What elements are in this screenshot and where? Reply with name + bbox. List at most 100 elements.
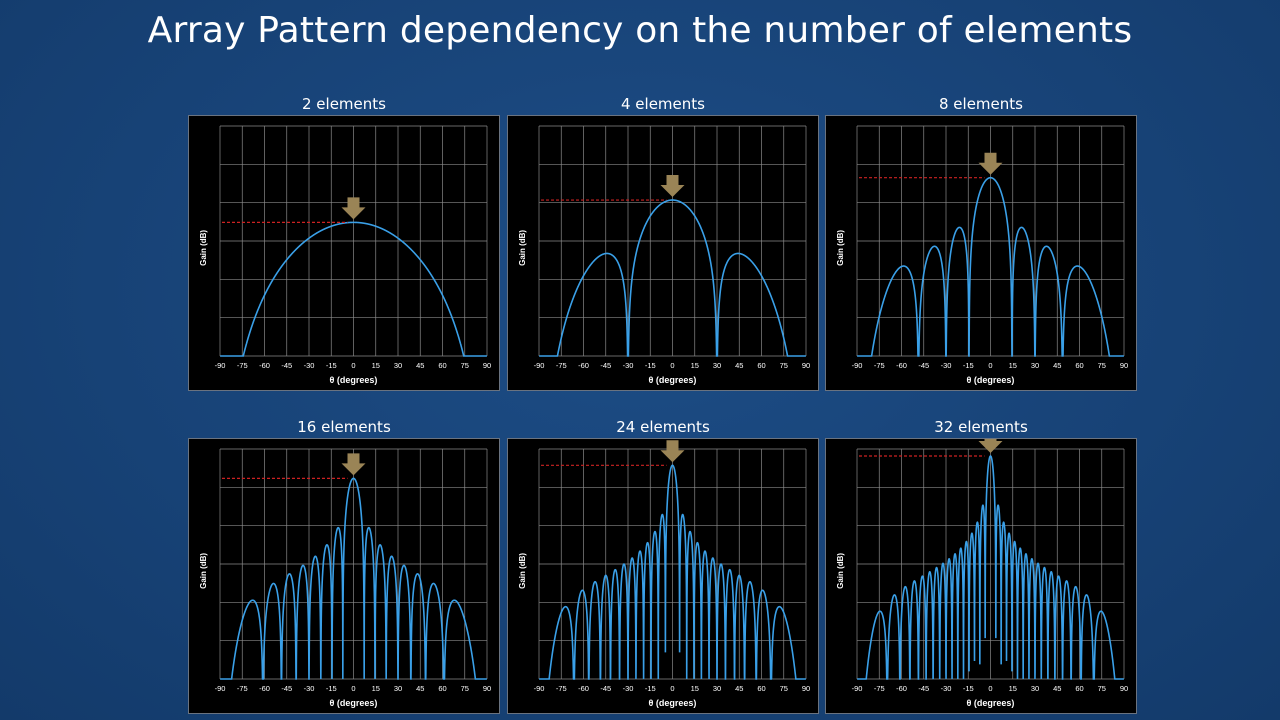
chart-plot-box: -90 -75 -60 -45 -30 -15 0 15 30 45 60 75 90 θ (degree… — [825, 115, 1137, 391]
x-tick-label: -45 — [281, 684, 292, 693]
x-tick-label: -30 — [623, 684, 634, 693]
x-tick-label: 45 — [735, 361, 743, 370]
chart-title: 4 elements — [621, 95, 705, 113]
x-tick-label: 0 — [351, 684, 355, 693]
x-tick-label: 90 — [802, 361, 810, 370]
chart-plot-box: -90 -75 -60 -45 -30 -15 0 15 30 45 60 75 90 θ (degree… — [825, 438, 1137, 714]
x-tick-label: 75 — [461, 361, 469, 370]
x-tick-label: 60 — [757, 684, 765, 693]
x-tick-label: 15 — [1009, 361, 1017, 370]
peak-arrow-icon — [341, 453, 366, 476]
x-tick-label: -60 — [896, 684, 907, 693]
x-tick-label: 45 — [416, 684, 424, 693]
x-tick-label: -45 — [918, 684, 929, 693]
chart-title: 8 elements — [939, 95, 1023, 113]
x-tick-label: 15 — [372, 361, 380, 370]
x-tick-label: 90 — [802, 684, 810, 693]
array-pattern-chart: -90 -75 -60 -45 -30 -15 0 15 30 45 60 75 90 θ (degree… — [199, 448, 491, 708]
x-tick-label: 60 — [438, 684, 446, 693]
array-pattern-chart: -90 -75 -60 -45 -30 -15 0 15 30 45 60 75 90 θ (degree… — [518, 440, 810, 708]
x-axis-label: θ (degrees) — [330, 375, 378, 385]
chart-plot-box: -90 -75 -60 -45 -30 -15 0 15 30 45 60 75 90 θ (degree… — [188, 438, 500, 714]
array-pattern-chart: -90 -75 -60 -45 -30 -15 0 15 30 45 60 75 90 θ (degree… — [518, 125, 810, 385]
array-pattern-curve — [220, 221, 487, 357]
x-tick-label: 45 — [1053, 684, 1061, 693]
peak-arrow-icon — [978, 439, 1003, 454]
x-tick-label: -30 — [941, 361, 952, 370]
peak-arrow-icon — [660, 175, 685, 198]
x-tick-label: -30 — [304, 684, 315, 693]
y-axis-label: Gain (dB) — [836, 230, 845, 266]
y-axis-label: Gain (dB) — [518, 553, 527, 589]
x-tick-label: -60 — [259, 684, 270, 693]
chart-plot-box: -90 -75 -60 -45 -30 -15 0 15 30 45 60 75 90 θ (degree… — [507, 438, 819, 714]
x-tick-label: -75 — [874, 361, 885, 370]
peak-arrow-icon — [341, 197, 366, 220]
chart-title: 24 elements — [616, 418, 710, 436]
array-pattern-curve — [539, 199, 806, 357]
y-axis-label: Gain (dB) — [199, 230, 208, 266]
x-tick-label: -60 — [578, 684, 589, 693]
x-tick-label: -90 — [215, 361, 226, 370]
x-tick-label: -45 — [600, 361, 611, 370]
x-tick-label: -60 — [578, 361, 589, 370]
array-pattern-chart: -90 -75 -60 -45 -30 -15 0 15 30 45 60 75 90 θ (degree… — [836, 125, 1128, 385]
chart-title: 32 elements — [934, 418, 1028, 436]
x-tick-label: -75 — [237, 684, 248, 693]
array-pattern-chart: -90 -75 -60 -45 -30 -15 0 15 30 45 60 75 90 θ (degree… — [199, 125, 491, 385]
x-tick-label: 30 — [1031, 684, 1039, 693]
x-tick-label: 30 — [713, 361, 721, 370]
slide-title: Array Pattern dependency on the number o… — [147, 10, 1133, 51]
x-tick-label: 90 — [483, 361, 491, 370]
array-pattern-curve — [857, 176, 1124, 357]
x-tick-label: -45 — [281, 361, 292, 370]
x-tick-label: -90 — [534, 684, 545, 693]
x-tick-label: -75 — [556, 361, 567, 370]
x-tick-label: 60 — [1075, 361, 1083, 370]
x-tick-label: -15 — [645, 684, 656, 693]
x-tick-label: 15 — [691, 684, 699, 693]
x-tick-label: -15 — [326, 684, 337, 693]
x-tick-label: 60 — [757, 361, 765, 370]
x-tick-label: 0 — [988, 684, 992, 693]
x-tick-label: 0 — [670, 361, 674, 370]
x-tick-label: 45 — [735, 684, 743, 693]
x-tick-label: -90 — [852, 684, 863, 693]
x-tick-label: -90 — [215, 684, 226, 693]
x-tick-label: 0 — [988, 361, 992, 370]
x-tick-label: 15 — [691, 361, 699, 370]
x-tick-label: -60 — [896, 361, 907, 370]
array-pattern-curve — [539, 464, 806, 680]
array-pattern-curve — [220, 477, 487, 680]
x-tick-label: 75 — [1098, 684, 1106, 693]
y-axis-label: Gain (dB) — [836, 553, 845, 589]
x-tick-label: 0 — [351, 361, 355, 370]
y-axis-label: Gain (dB) — [199, 553, 208, 589]
x-tick-label: -15 — [963, 361, 974, 370]
x-tick-label: -75 — [237, 361, 248, 370]
chart-plot-box: -90 -75 -60 -45 -30 -15 0 15 30 45 60 75 90 θ (degree… — [188, 115, 500, 391]
x-tick-label: -15 — [645, 361, 656, 370]
x-tick-label: -75 — [874, 684, 885, 693]
x-tick-label: -15 — [963, 684, 974, 693]
x-axis-label: θ (degrees) — [967, 375, 1015, 385]
x-tick-label: 60 — [438, 361, 446, 370]
x-tick-label: -60 — [259, 361, 270, 370]
x-tick-label: 75 — [780, 361, 788, 370]
x-axis-label: θ (degrees) — [967, 698, 1015, 708]
x-tick-label: 15 — [1009, 684, 1017, 693]
x-axis-label: θ (degrees) — [649, 698, 697, 708]
x-tick-label: -30 — [941, 684, 952, 693]
x-tick-label: 30 — [713, 684, 721, 693]
x-tick-label: 75 — [780, 684, 788, 693]
x-tick-label: 45 — [1053, 361, 1061, 370]
x-tick-label: 0 — [670, 684, 674, 693]
x-tick-label: 90 — [1120, 684, 1128, 693]
array-pattern-curve — [857, 455, 1124, 680]
x-tick-label: 75 — [461, 684, 469, 693]
x-tick-label: 30 — [394, 684, 402, 693]
x-tick-label: -90 — [534, 361, 545, 370]
x-tick-label: 75 — [1098, 361, 1106, 370]
chart-title: 16 elements — [297, 418, 391, 436]
y-axis-label: Gain (dB) — [518, 230, 527, 266]
